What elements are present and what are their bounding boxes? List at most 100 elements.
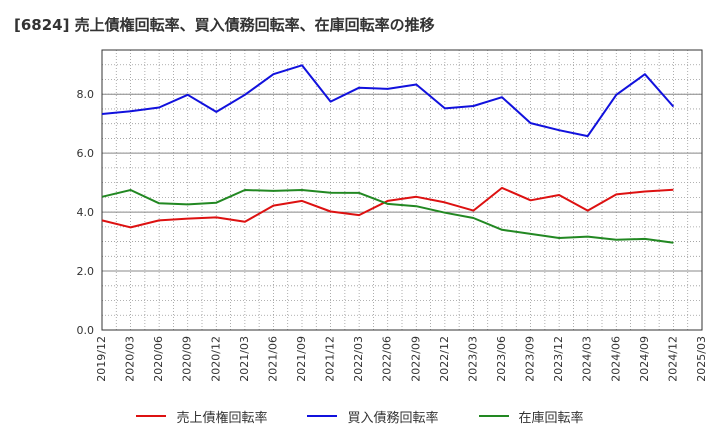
data-point bbox=[472, 217, 474, 219]
data-point bbox=[644, 73, 646, 75]
data-point bbox=[101, 113, 103, 115]
data-point bbox=[244, 189, 246, 191]
x-tick-label: 2022/03 bbox=[352, 336, 365, 382]
data-point bbox=[272, 204, 274, 206]
data-point bbox=[644, 190, 646, 192]
data-point bbox=[501, 96, 503, 98]
data-point bbox=[472, 209, 474, 211]
series bbox=[101, 64, 675, 244]
data-point bbox=[187, 94, 189, 96]
data-point bbox=[529, 122, 531, 124]
y-tick-label: 8.0 bbox=[77, 88, 95, 101]
data-point bbox=[444, 107, 446, 109]
data-point bbox=[672, 105, 674, 107]
legend-label: 在庫回転率 bbox=[518, 410, 584, 426]
x-tick-label: 2025/03 bbox=[695, 336, 708, 382]
data-point bbox=[358, 87, 360, 89]
data-point bbox=[244, 94, 246, 96]
data-point bbox=[444, 201, 446, 203]
data-point bbox=[101, 196, 103, 198]
legend: 売上債権回転率 買入債務回転率 在庫回転率 bbox=[0, 404, 720, 428]
x-tick-label: 2022/12 bbox=[438, 336, 451, 382]
data-point bbox=[101, 219, 103, 221]
y-tick-label: 0.0 bbox=[77, 324, 95, 337]
data-point bbox=[615, 94, 617, 96]
x-tick-label: 2023/12 bbox=[552, 336, 565, 382]
y-tick-label: 4.0 bbox=[77, 206, 95, 219]
chart-title: [6824] 売上債権回転率、買入債務回転率、在庫回転率の推移 bbox=[14, 16, 435, 34]
x-tick-label: 2021/03 bbox=[238, 336, 251, 382]
data-point bbox=[529, 199, 531, 201]
legend-item: 買入債務回転率 bbox=[307, 407, 439, 426]
x-tick-label: 2020/03 bbox=[124, 336, 137, 382]
data-point bbox=[472, 105, 474, 107]
legend-label: 買入債務回転率 bbox=[347, 410, 439, 426]
data-point bbox=[301, 200, 303, 202]
data-point bbox=[615, 239, 617, 241]
data-point bbox=[444, 211, 446, 213]
x-tick-label: 2021/09 bbox=[295, 336, 308, 382]
x-tick-label: 2022/09 bbox=[409, 336, 422, 382]
legend-item: 売上債権回転率 bbox=[136, 407, 267, 426]
data-point bbox=[358, 192, 360, 194]
data-point bbox=[672, 242, 674, 244]
x-tick-label: 2023/03 bbox=[466, 336, 479, 382]
x-tick-label: 2019/12 bbox=[95, 336, 108, 382]
data-point bbox=[358, 214, 360, 216]
data-point bbox=[272, 73, 274, 75]
x-tick-label: 2024/06 bbox=[609, 336, 622, 382]
data-point bbox=[329, 100, 331, 102]
data-point bbox=[301, 189, 303, 191]
legend-swatch bbox=[307, 415, 338, 417]
data-point bbox=[558, 194, 560, 196]
data-point bbox=[129, 226, 131, 228]
data-point bbox=[329, 210, 331, 212]
data-point bbox=[387, 88, 389, 90]
data-point bbox=[501, 229, 503, 231]
data-point bbox=[587, 235, 589, 237]
data-point bbox=[158, 219, 160, 221]
grid bbox=[101, 49, 703, 331]
legend-swatch bbox=[136, 415, 167, 417]
data-point bbox=[501, 187, 503, 189]
data-point bbox=[329, 191, 331, 193]
data-point bbox=[529, 233, 531, 235]
data-point bbox=[615, 193, 617, 195]
series-line bbox=[101, 189, 674, 244]
x-tick-label: 2024/03 bbox=[581, 336, 594, 382]
data-point bbox=[644, 238, 646, 240]
data-point bbox=[387, 203, 389, 205]
data-point bbox=[187, 203, 189, 205]
data-point bbox=[187, 217, 189, 219]
data-point bbox=[415, 83, 417, 85]
data-point bbox=[129, 189, 131, 191]
legend-item: 在庫回転率 bbox=[478, 407, 584, 426]
data-point bbox=[558, 237, 560, 239]
data-point bbox=[244, 221, 246, 223]
series-line bbox=[101, 186, 674, 229]
data-point bbox=[215, 111, 217, 113]
series-line bbox=[101, 64, 675, 138]
x-tick-label: 2024/09 bbox=[638, 336, 651, 382]
legend-label: 売上債権回転率 bbox=[176, 410, 268, 426]
data-point bbox=[215, 201, 217, 203]
data-point bbox=[301, 64, 303, 66]
x-tick-label: 2021/12 bbox=[324, 336, 337, 382]
data-point bbox=[587, 209, 589, 211]
data-point bbox=[415, 196, 417, 198]
x-tick-label: 2024/12 bbox=[666, 336, 679, 382]
x-tick-label: 2022/06 bbox=[381, 336, 394, 382]
axes: 0.0 2.0 4.0 6.0 8.0 2019/12 2020/03 2020/06 2020… bbox=[77, 49, 708, 382]
data-point bbox=[672, 189, 674, 191]
plot-frame bbox=[101, 49, 703, 331]
x-tick-label: 2020/06 bbox=[152, 336, 165, 382]
x-tick-label: 2023/09 bbox=[524, 336, 537, 382]
data-point bbox=[215, 216, 217, 218]
x-tick-label: 2023/06 bbox=[495, 336, 508, 382]
data-point bbox=[158, 106, 160, 108]
y-tick-label: 2.0 bbox=[77, 265, 95, 278]
data-point bbox=[387, 200, 389, 202]
data-point bbox=[415, 205, 417, 207]
y-tick-label: 6.0 bbox=[77, 147, 95, 160]
